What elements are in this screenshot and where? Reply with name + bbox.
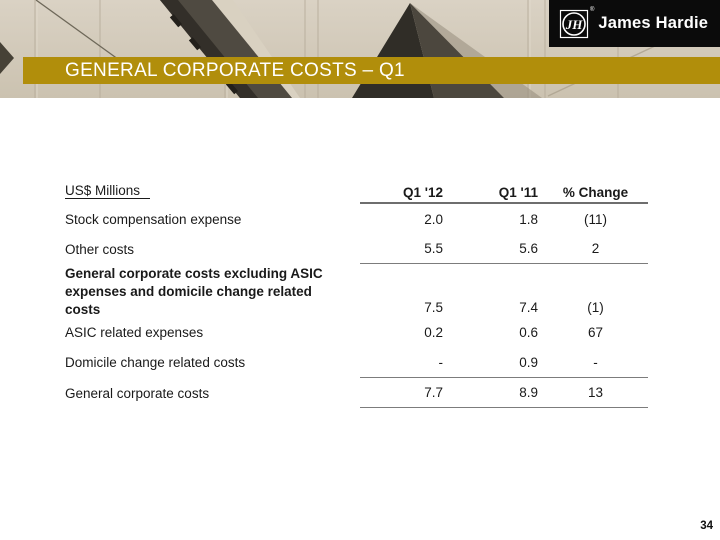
- table-row: Stock compensation expense 2.0 1.8 (11): [65, 204, 648, 234]
- row-values: 5.5 5.6 2: [360, 234, 648, 264]
- row-label-line: expenses and domicile change related: [65, 284, 312, 299]
- brand-logo: JH ® James Hardie: [549, 0, 720, 47]
- cell-q1-11: 0.6: [519, 325, 538, 340]
- title-bar: GENERAL CORPORATE COSTS – Q1: [23, 57, 720, 84]
- logo-monogram-icon: JH: [559, 9, 589, 38]
- cell-q1-12: 5.5: [424, 241, 443, 256]
- row-label: Stock compensation expense: [65, 211, 242, 227]
- row-label: Other costs: [65, 241, 135, 257]
- cell-q1-11: 5.6: [519, 241, 538, 256]
- cell-q1-12: 7.5: [424, 300, 443, 315]
- row-values: 7.5 7.4 (1): [360, 264, 648, 318]
- table-row: ASIC related expenses 0.2 0.6 67: [65, 318, 648, 347]
- row-label: General corporate costs excluding ASIC e…: [65, 264, 360, 318]
- column-headers: Q1 '12 Q1 '11 % Change: [360, 178, 648, 204]
- col-header-pct-change: % Change: [562, 185, 629, 200]
- cell-q1-11: 1.8: [519, 211, 538, 227]
- cell-q1-11: 0.9: [519, 354, 538, 370]
- row-values: 2.0 1.8 (11): [360, 204, 648, 234]
- col-header-q1-12: Q1 '12: [403, 185, 443, 200]
- row-label-line: General corporate costs excluding ASIC: [65, 266, 323, 281]
- table-row: General corporate costs excluding ASIC e…: [65, 264, 648, 318]
- cell-q1-12: 0.2: [424, 325, 443, 340]
- table-row: Other costs 5.5 5.6 2: [65, 234, 648, 264]
- cell-q1-12: 7.7: [424, 385, 443, 400]
- brand-name: James Hardie: [598, 14, 709, 32]
- cell-q1-12: 2.0: [424, 211, 443, 227]
- slide-title: GENERAL CORPORATE COSTS – Q1: [65, 59, 405, 81]
- unit-label: US$ Millions: [65, 178, 360, 204]
- cell-pct-change: 67: [587, 325, 604, 340]
- cell-pct-change: -: [593, 354, 598, 370]
- row-values: 0.2 0.6 67: [360, 318, 648, 347]
- table-header-row: US$ Millions Q1 '12 Q1 '11 % Change: [65, 178, 648, 204]
- cell-q1-12: -: [438, 354, 444, 370]
- cell-pct-change: (11): [583, 211, 607, 227]
- row-values: 7.7 8.9 13: [360, 378, 648, 408]
- cell-q1-11: 7.4: [519, 300, 538, 315]
- row-values: - 0.9 -: [360, 347, 648, 378]
- cell-pct-change: (1): [587, 300, 604, 315]
- row-label: General corporate costs: [65, 385, 210, 401]
- row-label-line: costs: [65, 302, 101, 317]
- cell-pct-change: 13: [587, 385, 604, 400]
- row-label: ASIC related expenses: [65, 325, 204, 340]
- table-row: General corporate costs 7.7 8.9 13: [65, 378, 648, 408]
- col-header-q1-11: Q1 '11: [498, 185, 538, 200]
- cell-q1-11: 8.9: [519, 385, 538, 400]
- svg-text:JH: JH: [565, 17, 584, 32]
- registered-trademark: ®: [590, 7, 595, 13]
- row-label: Domicile change related costs: [65, 355, 246, 370]
- corporate-costs-table: US$ Millions Q1 '12 Q1 '11 % Change Stoc…: [65, 178, 648, 408]
- cell-pct-change: 2: [591, 241, 600, 256]
- page-number: 34: [700, 520, 713, 532]
- table-row: Domicile change related costs - 0.9 -: [65, 347, 648, 378]
